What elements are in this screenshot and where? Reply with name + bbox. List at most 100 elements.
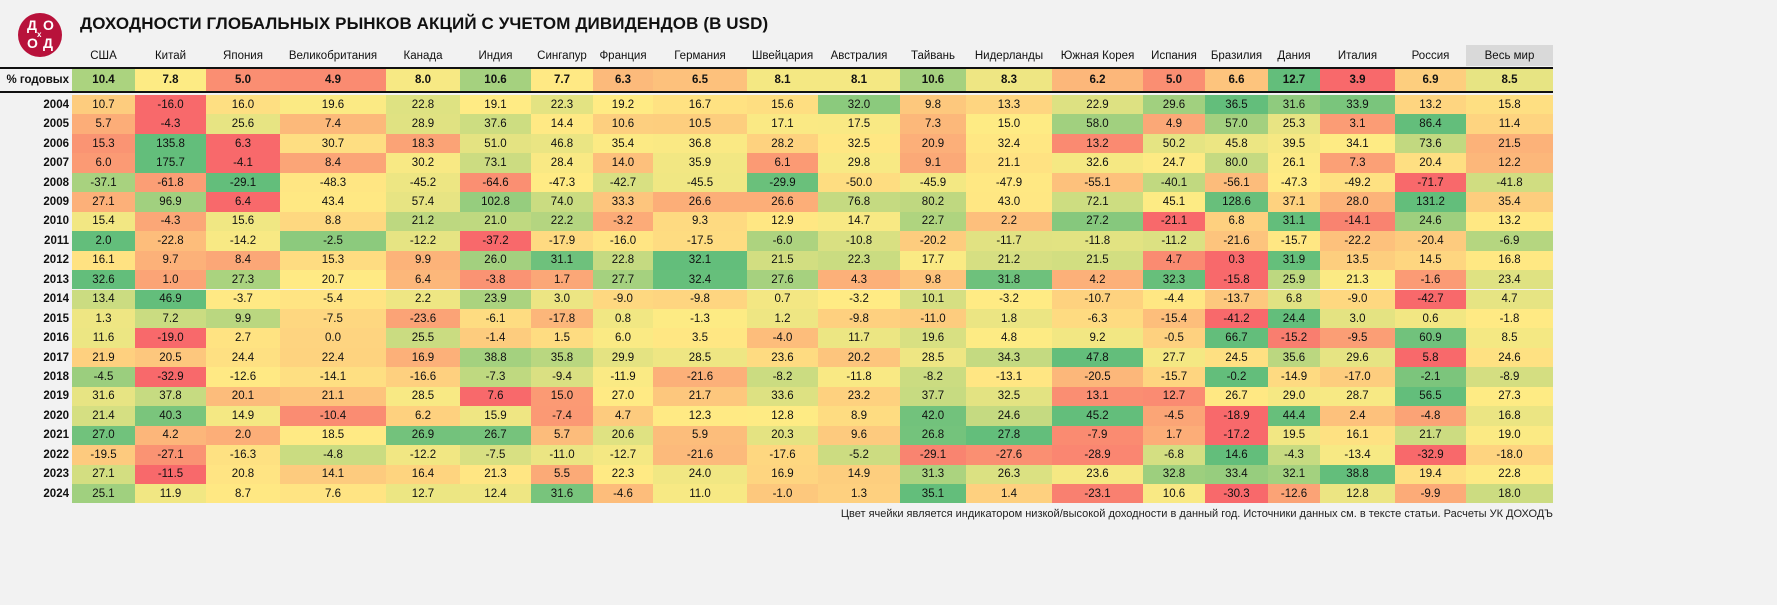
heatmap-cell: 21.9 [72,347,135,368]
heatmap-cell: 13.2 [1052,133,1143,154]
heatmap-cell: 45.1 [1143,192,1205,212]
heatmap-cell: 12.4 [460,484,531,504]
heatmap-cell: -16.0 [593,231,653,251]
heatmap-cell: 26.7 [1205,386,1268,407]
heatmap-cell: 8.4 [280,153,386,173]
heatmap-cell: 27.1 [72,192,135,212]
heatmap-cell: 22.8 [593,250,653,271]
heatmap-cell: 3.0 [531,289,593,309]
heatmap-cell: 11.9 [135,484,206,504]
heatmap-cell: 5.5 [531,464,593,484]
heatmap-cell: -9.5 [1320,328,1395,348]
heatmap-cell: -3.7 [206,289,280,309]
heatmap-cell: 10.5 [653,114,747,134]
heatmap-cell: -45.9 [900,172,966,193]
heatmap-cell: 15.6 [206,211,280,232]
row-label: 2024 [43,487,69,500]
heatmap-cell: 27.0 [72,425,135,446]
heatmap-cell: -5.2 [818,445,900,465]
heatmap-cell: 6.8 [1205,211,1268,232]
heatmap-cell: -12.7 [593,445,653,465]
heatmap-cell: 22.3 [818,250,900,271]
heatmap-cell: 5.8 [1395,347,1466,368]
column-header: Австралия [830,49,888,62]
heatmap-cell: 32.5 [818,133,900,154]
heatmap-cell: -9.0 [1320,289,1395,309]
heatmap-cell: 10.6 [593,114,653,134]
heatmap-cell: -50.0 [818,172,900,193]
heatmap-cell: -0.5 [1143,328,1205,348]
heatmap-cell: 14.1 [280,464,386,484]
heatmap-cell: -32.9 [135,367,206,387]
heatmap-cell: 7.6 [460,386,531,407]
heatmap-cell: 4.8 [966,328,1052,348]
heatmap-cell: 14.9 [206,406,280,426]
column-header: Дания [1277,49,1311,62]
heatmap-cell: 19.5 [1268,425,1320,446]
heatmap-cell: 8.0 [386,69,460,91]
heatmap-cell: 26.6 [747,192,818,212]
column-header: Китай [154,49,187,62]
heatmap-cell: 31.3 [900,464,966,484]
heatmap-cell: -29.9 [747,172,818,193]
heatmap-cell: 16.9 [386,347,460,368]
heatmap-cell: 28.9 [386,114,460,134]
heatmap-cell: 5.9 [653,425,747,446]
heatmap-cell: -15.7 [1143,367,1205,387]
year-row: 2004 10.7 -16.0 16.0 19.6 22.8 19.1 22.3 19.2 16.… [0,95,1553,115]
heatmap-cell: 5.0 [206,69,280,91]
heatmap-cell: -2.5 [280,231,386,251]
heatmap-cell: 2.2 [386,289,460,309]
heatmap-cell: 30.7 [280,133,386,154]
heatmap-cell: -15.4 [1143,308,1205,329]
heatmap-cell: 21.2 [966,250,1052,271]
heatmap-cell: -18.9 [1205,406,1268,426]
year-row: 2024 25.1 11.9 8.7 7.6 12.7 12.4 31.6 -4.6 11.0 -1… [0,484,1553,504]
heatmap-cell: 8.5 [1466,328,1553,348]
heatmap-cell: 0.0 [280,328,386,348]
heatmap-cell: 15.0 [531,386,593,407]
heatmap-cell: 32.1 [653,250,747,271]
heatmap-cell: 0.6 [1395,308,1466,329]
row-label: 2023 [43,468,69,481]
heatmap-cell: 26.6 [653,192,747,212]
heatmap-cell: 7.3 [1320,153,1395,173]
heatmap-cell: 4.9 [280,69,386,91]
heatmap-cell: 24.4 [206,347,280,368]
heatmap-cell: 16.1 [72,250,135,271]
year-row: 2008 -37.1 -61.8 -29.1 -48.3 -45.2 -64.6 -47.3-… [0,172,1553,193]
heatmap-cell: 10.4 [72,69,135,91]
heatmap-cell: -11.9 [593,367,653,387]
heatmap-cell: 47.8 [1052,347,1143,368]
row-label: 2011 [44,234,69,247]
year-row: 2005 5.7 -4.3 25.6 7.4 28.9 37.6 14.4 10.6 10.5 17… [0,114,1553,134]
heatmap-cell: 32.5 [966,386,1052,407]
year-row: 2023 27.1 -11.5 20.8 14.1 16.4 21.3 5.5 22.3 24.0… [0,464,1553,484]
column-header: Испания [1151,49,1197,62]
heatmap-cell: -19.5 [72,445,135,465]
heatmap-cell: 15.3 [280,250,386,271]
heatmap-cell: 26.8 [900,425,966,446]
heatmap-cell: -4.0 [747,328,818,348]
heatmap-cell: 27.3 [206,270,280,290]
row-label: 2018 [43,371,69,384]
column-header-row: США Китай Япония Великобритания Канада Индия С… [0,45,1553,66]
heatmap-cell: 0.7 [747,289,818,309]
heatmap-cell: 35.1 [900,484,966,504]
heatmap-cell: 6.3 [593,69,653,91]
heatmap-cell: 43.4 [280,192,386,212]
heatmap-cell: 25.5 [386,328,460,348]
heatmap-cell: 16.7 [653,95,747,115]
heatmap-cell: 19.6 [900,328,966,348]
heatmap-cell: -4.3 [135,211,206,232]
heatmap-cell: -71.7 [1395,172,1466,193]
heatmap-cell: 28.7 [1320,386,1395,407]
heatmap-cell: 13.4 [72,289,135,309]
heatmap-cell: 21.5 [747,250,818,271]
heatmap-cell: 131.2 [1395,192,1466,212]
heatmap-cell: -21.6 [653,367,747,387]
heatmap-cell: 23.6 [1052,464,1143,484]
heatmap-cell: 10.7 [72,95,135,115]
heatmap-cell: 34.1 [1320,133,1395,154]
heatmap-cell: -17.9 [531,231,593,251]
